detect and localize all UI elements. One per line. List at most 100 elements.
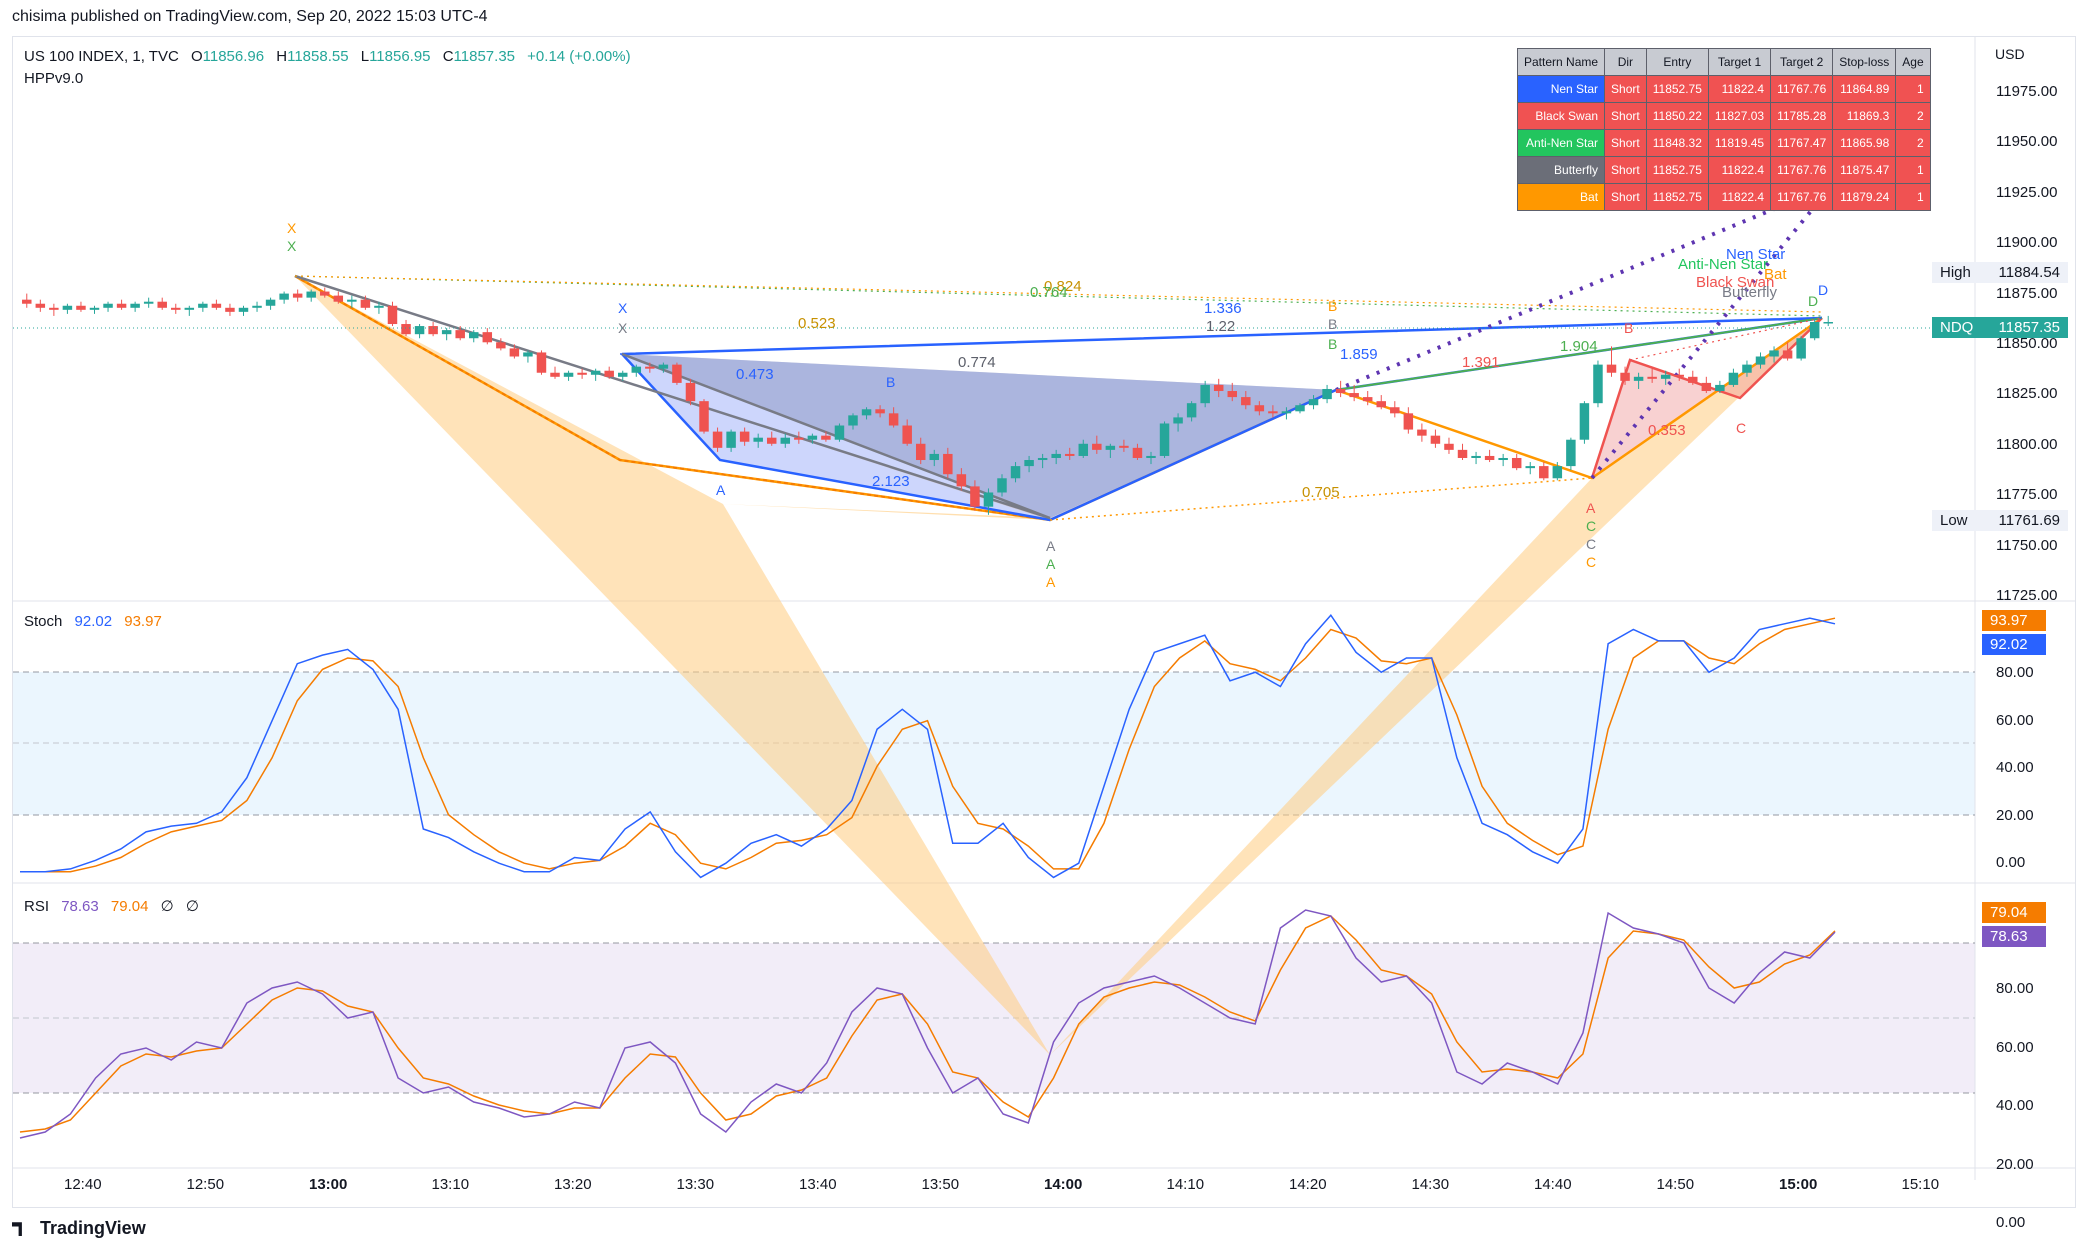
candle-body <box>184 307 195 310</box>
candle-body <box>1227 391 1237 398</box>
stoch-axis-label: 40.00 <box>1996 759 2034 776</box>
low-label: Low <box>1940 512 1968 529</box>
candle-body <box>374 305 384 308</box>
candle-body <box>1660 374 1671 379</box>
row-entry: 11852.75 <box>1645 183 1709 211</box>
candle-body <box>915 443 926 461</box>
green-leg <box>1335 317 1823 391</box>
row-sl: 11879.24 <box>1832 183 1897 211</box>
time-axis-label: 12:50 <box>186 1176 225 1193</box>
butterfly-fill <box>622 354 1336 518</box>
candle-body <box>496 342 506 349</box>
candle-body <box>360 299 371 308</box>
candle-body <box>902 425 912 444</box>
tradingview-logo[interactable]: TradingView <box>12 1218 146 1239</box>
candle-body <box>279 293 289 300</box>
row-sl: 11864.89 <box>1832 75 1897 103</box>
candle-body <box>861 409 872 416</box>
pattern-table: Pattern Name Dir Entry Target 1 Target 2… <box>1516 48 1931 211</box>
row-entry: 11852.75 <box>1645 75 1709 103</box>
time-axis-label: 13:30 <box>676 1176 715 1193</box>
row-t2: 11767.76 <box>1770 156 1834 184</box>
price-axis-label: 11975.00 <box>1996 83 2058 100</box>
dotted-ab-blue <box>719 459 1051 521</box>
time-axis-label: 12:40 <box>64 1176 102 1193</box>
candle-body <box>1742 364 1752 373</box>
candle-body <box>252 305 262 308</box>
o-label: O <box>190 48 203 65</box>
change-value: +0.14 (+0.00%) <box>527 48 631 65</box>
candle-body <box>157 301 167 308</box>
stoch-k-value: 92.02 <box>74 613 113 630</box>
candle-body <box>956 474 967 487</box>
candle-body <box>1633 376 1644 381</box>
candle-body <box>225 307 235 312</box>
candle-body <box>794 437 804 440</box>
price-axis-label: 11750.00 <box>1996 536 2058 554</box>
time-axis-label: 13:20 <box>554 1176 592 1193</box>
candle-body <box>1471 455 1481 458</box>
candle-body <box>1552 466 1563 479</box>
table-row: Butterfly Short 11852.75 11822.4 11767.7… <box>1516 156 1931 184</box>
time-axis-label: 15:10 <box>1901 1176 1940 1193</box>
candle-body <box>739 431 750 442</box>
point-b-butterfly: B <box>1328 316 1338 332</box>
candle-body <box>1593 364 1603 404</box>
ohlc-h: H11858.55 <box>276 48 348 65</box>
candle-body <box>780 437 791 444</box>
candle-body <box>401 324 411 335</box>
point-a-nen: A <box>716 482 726 498</box>
high-value: 11884.54 <box>1998 264 2060 281</box>
candle-body <box>292 293 303 298</box>
candle-body <box>1241 397 1251 406</box>
candle-body <box>1715 384 1725 392</box>
dotted-xb-orange <box>294 275 1823 313</box>
candle-body <box>1132 447 1143 458</box>
rsi-ma-value: 79.04 <box>110 898 149 915</box>
candle-body <box>618 372 628 377</box>
candle-body <box>888 413 899 426</box>
dotted-xa-blue <box>619 317 1823 355</box>
candle-body <box>482 332 493 343</box>
candle-body <box>1457 449 1468 458</box>
candle-body <box>1484 455 1495 461</box>
candle-body <box>1525 466 1535 469</box>
candle-body <box>469 332 479 339</box>
row-t1: 11822.4 <box>1707 183 1772 211</box>
symbol-label: US 100 INDEX, 1, TVC <box>24 48 179 65</box>
candle-body <box>1809 322 1820 339</box>
candle-body <box>1769 350 1779 357</box>
candle-body <box>198 303 208 308</box>
candle-body <box>171 307 181 310</box>
candle-body <box>523 352 533 357</box>
candle-body <box>1146 455 1156 458</box>
ratio-1-904: 1.904 <box>1560 338 1598 355</box>
candle-body <box>766 437 777 444</box>
candle-body <box>834 425 845 440</box>
o-value: 11856.96 <box>202 48 265 65</box>
stoch-axis-label: 0.00 <box>1996 854 2026 871</box>
candle-body <box>970 486 980 507</box>
candle-body <box>35 303 46 308</box>
candle-body <box>1444 443 1454 450</box>
row-name: Bat <box>1516 183 1606 211</box>
candle-body <box>1688 376 1698 383</box>
candle-body <box>1511 457 1522 469</box>
candle-body <box>536 352 547 373</box>
candle-body <box>1539 466 1549 479</box>
rsi-value: 78.63 <box>61 898 99 915</box>
row-sl: 11865.98 <box>1832 129 1897 157</box>
rsi-axis-label: 80.00 <box>1996 980 2034 997</box>
row-age: 2 <box>1895 102 1931 130</box>
stoch-legend: Stoch 92.02 93.97 <box>24 613 170 630</box>
candle-body <box>1010 466 1021 479</box>
candle-body <box>347 299 357 302</box>
ratio-0-824: 0.824 <box>1044 278 1082 295</box>
point-c-butterfly: C <box>1586 536 1597 552</box>
candle-body <box>1728 372 1739 385</box>
candle-body <box>983 492 994 507</box>
point-x-butterfly: X <box>618 320 628 336</box>
high-marker: High 11884.54 <box>1932 262 2068 283</box>
last-label: NDQ <box>1940 319 1974 336</box>
